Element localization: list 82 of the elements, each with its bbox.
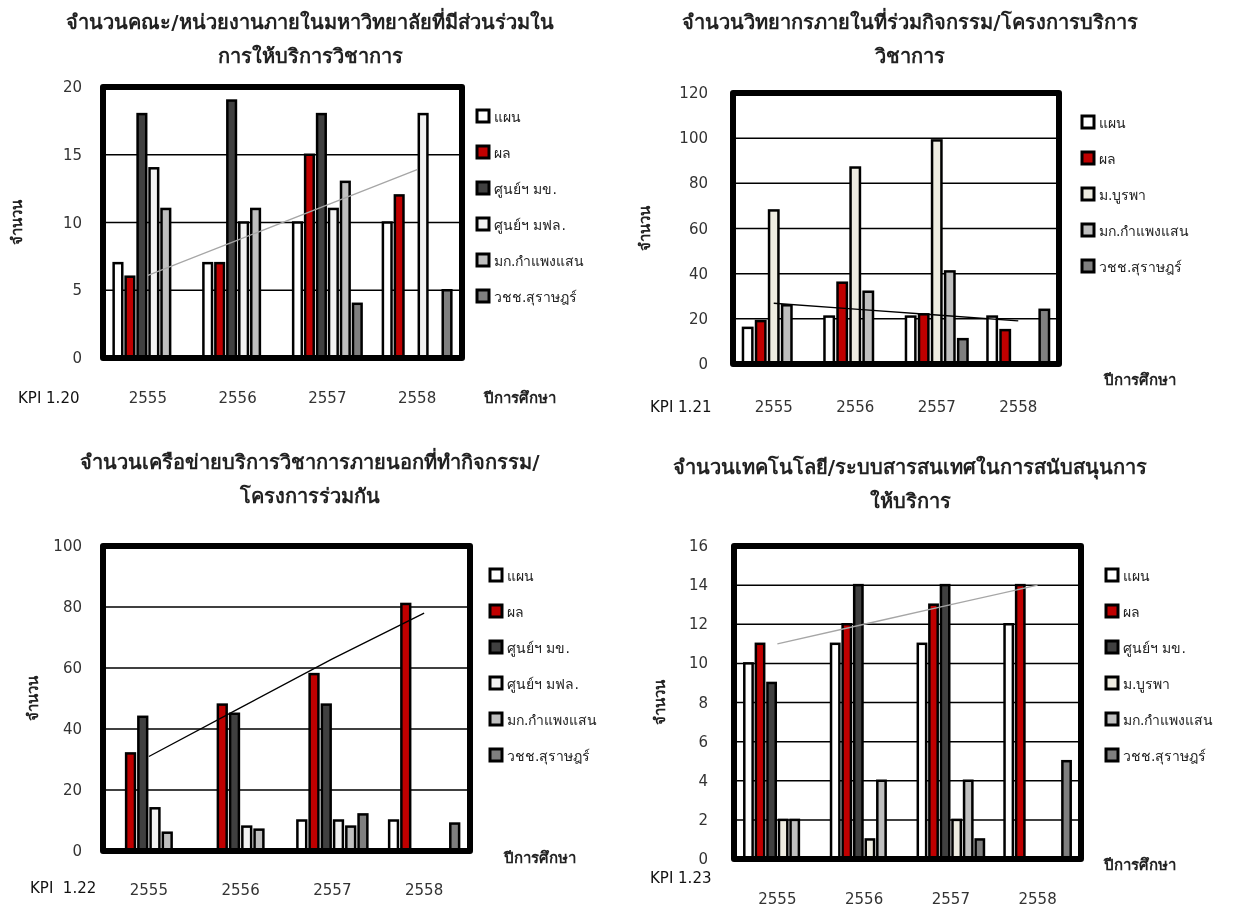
y-tick-label: 0 (72, 349, 82, 367)
text: KPI 1.23 (650, 869, 712, 887)
text: KPI 1.20 (18, 389, 80, 407)
y-tick-label: 15 (62, 145, 82, 164)
x-tick-label: 2556 (845, 890, 884, 906)
y-tick-label: 60 (688, 219, 708, 238)
legend-label: ผล (1123, 604, 1140, 620)
y-axis-title: จำนวน (8, 199, 26, 245)
x-tick-label: 2555 (128, 389, 167, 407)
y-tick-label: 20 (62, 781, 82, 799)
legend-label: ศูนย์ฯ มข. (1123, 640, 1186, 657)
y-tick-label: 100 (679, 129, 708, 148)
x-axis-title: ปีการศึกษา (1103, 856, 1176, 874)
x-tick-label: 2558 (405, 881, 444, 899)
legend-label: ม.บูรพา (1123, 676, 1171, 693)
x-tick-label: 2556 (836, 398, 875, 416)
y-tick-label: 10 (62, 213, 82, 232)
legend-label: ผล (507, 604, 524, 620)
legend-label: มก.กำแพงแสน (494, 253, 585, 269)
x-axis-title: ปีการศึกษา (1103, 371, 1176, 389)
x-tick-label: 2557 (917, 398, 956, 416)
y-tick-label: 80 (62, 598, 82, 616)
y-tick-label: 6 (698, 732, 708, 751)
x-tick-label: 2557 (931, 890, 970, 906)
chart-title: จำนวนเครือข่ายบริการวิชาการภายนอกที่ทำกิจกรรม/โครงการร่วมกัน (79, 447, 541, 510)
legend-label: แผน (507, 568, 534, 584)
legend-label: แผน (1123, 568, 1150, 584)
y-tick-label: 12 (688, 615, 708, 634)
x-tick-label: 2555 (754, 398, 793, 416)
legend-label: มก.กำแพงแสน (507, 712, 598, 728)
y-tick-label: 60 (62, 659, 82, 677)
legend-label: วชช.สุราษฎร์ (1123, 748, 1207, 765)
legend-label: แผน (1099, 115, 1126, 131)
text: KPI 1.22 (30, 879, 97, 897)
chart-title: จำนวนคณะ/หน่วยงานภายในมหาวิทยาลัยที่มีส่วนร่วมในการให้บริการวิชาการ (65, 7, 555, 70)
legend-label: ม.บูรพา (1099, 187, 1147, 204)
legend-label: ผล (1099, 151, 1116, 167)
y-tick-label: 40 (62, 720, 82, 738)
y-tick-label: 0 (698, 850, 708, 868)
y-tick-label: 40 (688, 264, 708, 283)
y-tick-label: 20 (688, 309, 708, 328)
y-tick-label: 10 (688, 654, 708, 673)
y-tick-label: 20 (62, 78, 82, 96)
y-tick-label: 5 (72, 281, 82, 300)
chart-title: จำนวนวิทยากรภายในที่ร่วมกิจกรรม/โครงการบริการวิชาการ (681, 7, 1139, 70)
y-tick-label: 14 (688, 576, 708, 595)
y-axis-title: จำนวน (24, 675, 42, 721)
x-tick-label: 2558 (1018, 890, 1057, 906)
x-tick-label: 2558 (999, 398, 1038, 416)
chart-title: จำนวนเทคโนโลยี/ระบบสารสนเทศในการสนับสนุนการให้บริการ (671, 454, 1149, 515)
x-tick-label: 2558 (398, 389, 437, 407)
legend-label: มก.กำแพงแสน (1123, 712, 1214, 728)
y-axis-title: จำนวน (651, 679, 669, 725)
y-tick-label: 100 (53, 537, 82, 555)
y-tick-label: 0 (72, 842, 82, 860)
x-axis-title: ปีการศึกษา (483, 389, 556, 407)
legend-label: ศูนย์ฯ มข. (507, 640, 570, 657)
legend-label: วชช.สุราษฎร์ (1099, 259, 1183, 276)
legend-label: ศูนย์ฯ มฟล. (507, 676, 579, 693)
y-tick-label: 2 (698, 810, 708, 829)
legend-label: ศูนย์ฯ มฟล. (494, 217, 566, 234)
y-tick-label: 4 (698, 771, 708, 790)
legend-label: มก.กำแพงแสน (1099, 223, 1190, 239)
text: KPI 1.21 (650, 398, 712, 416)
x-tick-label: 2555 (129, 881, 168, 899)
x-axis-title: ปีการศึกษา (503, 849, 576, 867)
x-tick-label: 2557 (313, 881, 352, 899)
y-axis-title: จำนวน (636, 205, 654, 251)
legend-label: วชช.สุราษฎร์ (494, 289, 578, 306)
x-tick-label: 2556 (221, 881, 260, 899)
x-tick-label: 2557 (308, 389, 347, 407)
y-tick-label: 80 (688, 174, 708, 193)
legend-label: แผน (494, 109, 521, 125)
legend-label: วชช.สุราษฎร์ (507, 748, 591, 765)
x-tick-label: 2555 (758, 890, 797, 906)
legend-label: ศูนย์ฯ มข. (494, 181, 557, 198)
y-tick-label: 16 (688, 537, 708, 555)
legend-label: ผล (494, 145, 511, 161)
x-tick-label: 2556 (218, 389, 257, 407)
y-tick-label: 120 (679, 84, 708, 102)
y-tick-label: 0 (698, 355, 708, 373)
y-tick-label: 8 (698, 693, 708, 712)
